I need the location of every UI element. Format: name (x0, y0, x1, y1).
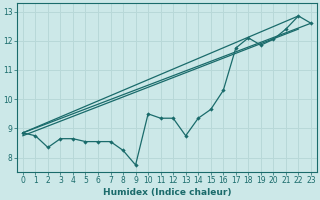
X-axis label: Humidex (Indice chaleur): Humidex (Indice chaleur) (103, 188, 231, 197)
